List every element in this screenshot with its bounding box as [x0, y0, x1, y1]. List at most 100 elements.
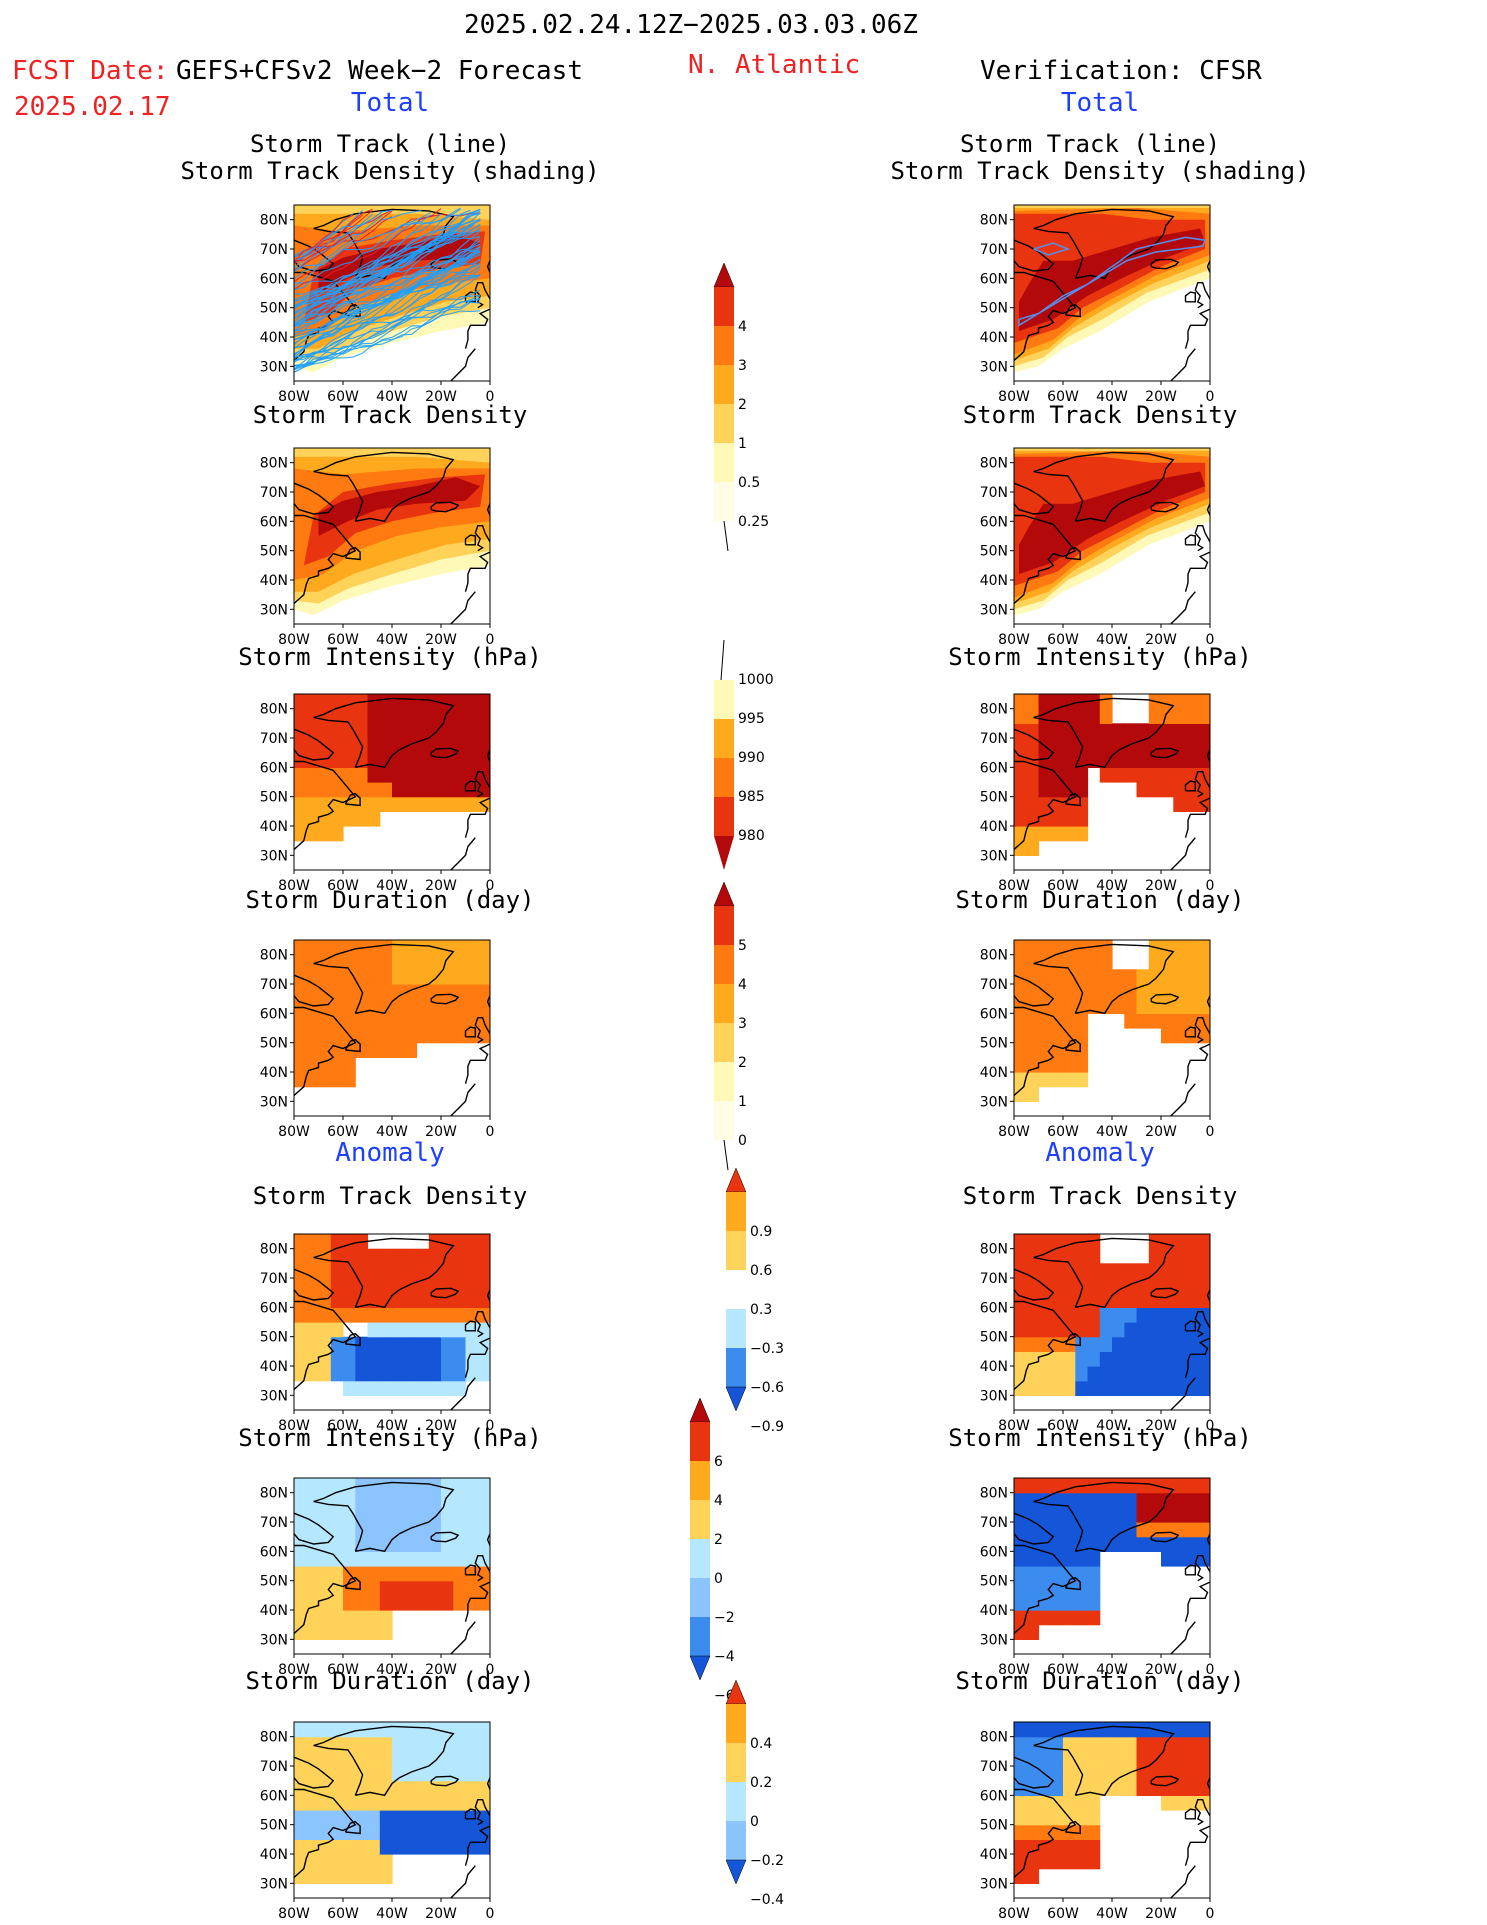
map-panel-3-right-grid-cell — [1185, 969, 1199, 985]
map-panel-5-right-grid-cell — [1099, 1492, 1113, 1508]
map-panel-3-right-coastline — [1014, 1006, 1077, 1097]
map-panel-2-left-grid-cell — [294, 796, 307, 812]
map-panel-5-right-grid-cell — [1063, 1610, 1076, 1626]
map-panel-4-right-grid-cell — [1173, 1351, 1187, 1367]
colorbar-density-total-arrow-top — [713, 262, 735, 288]
map-panel-5-left-grid-cell — [416, 1551, 430, 1567]
map-panel-6-left-grid-cell — [294, 1722, 307, 1738]
map-panel-3-right-coastline — [1033, 943, 1175, 1015]
map-panel-3-right-grid-cell — [1026, 969, 1040, 985]
map-panel-6-left-grid-cell — [306, 1810, 320, 1826]
map-panel-6-left-grid-cell — [330, 1766, 344, 1782]
map-panel-2-right-grid-cell — [1026, 826, 1040, 842]
map-panel-5-left-grid-cell — [404, 1507, 418, 1523]
map-panel-3-left-grid-cell — [477, 998, 490, 1014]
map-panel-6-left-grid-cell — [428, 1810, 442, 1826]
map-panel-4-right-grid-cell — [1050, 1278, 1064, 1294]
map-panel-2-left-grid-cell — [441, 723, 454, 739]
map-panel-4-right-grid-cell — [1038, 1263, 1052, 1279]
map-panel-6-right-grid-cell — [1038, 1839, 1052, 1855]
map-panel-5-right-grid-cell — [1075, 1566, 1089, 1582]
map-panel-3-left-lat-label: 60N — [260, 1006, 288, 1022]
map-panel-0-left-storm-track — [294, 310, 481, 359]
map-panel-6-left-grid-cell — [441, 1766, 454, 1782]
map-panel-4-left-grid-cell — [441, 1322, 454, 1338]
map-panel-3-left-grid-cell — [355, 954, 369, 970]
map-panel-6-left-grid-cell — [416, 1780, 430, 1796]
map-panel-6-right-grid-cell — [1075, 1751, 1089, 1767]
map-panel-4-right-grid-cell — [1112, 1380, 1125, 1396]
map-panel-2-left-grid-cell — [441, 796, 454, 812]
map-panel-0-left-storm-track — [294, 210, 481, 320]
map-panel-6-right-grid-cell — [1063, 1736, 1076, 1752]
map-panel-6-left-grid-cell — [465, 1751, 479, 1767]
map-panel-6-left-grid-cell — [306, 1766, 320, 1782]
map-panel-5-left-grid-cell — [404, 1492, 418, 1508]
map-panel-0-left-coastline — [344, 303, 361, 318]
map-panel-2-right — [1014, 694, 1210, 870]
map-panel-5-right-grid-cell — [1014, 1580, 1027, 1596]
map-panel-2-left-grid-cell — [477, 723, 490, 739]
map-panel-0-right-lat-label: 60N — [980, 271, 1008, 287]
map-panel-2-right-grid-cell — [1099, 767, 1113, 783]
map-panel-5-left-grid-cell — [465, 1536, 479, 1552]
map-panel-2-left-grid-cell — [306, 694, 320, 710]
map-panel-4-right-grid-cell — [1087, 1248, 1101, 1264]
map-panel-6-right-grid-cell — [1063, 1751, 1076, 1767]
panel-title-duration-left: Storm Duration (day) — [245, 886, 535, 914]
map-panel-4-right-grid-cell — [1014, 1351, 1027, 1367]
map-panel-4-left-grid-cell — [318, 1292, 332, 1308]
map-panel-5-left-grid-cell — [416, 1478, 430, 1494]
map-panel-3-right-grid-cell — [1050, 940, 1064, 956]
map-panel-4-left-lat-label: 40N — [260, 1359, 288, 1375]
map-panel-6-left-grid-cell — [318, 1780, 332, 1796]
map-panel-0-left-storm-track — [294, 212, 481, 303]
colorbar-intensity-anom-segment — [690, 1617, 710, 1656]
map-panel-4-left-grid-cell — [306, 1366, 320, 1382]
map-panel-6-left-grid-cell — [477, 1722, 490, 1738]
map-panel-2-left-coastline — [294, 728, 335, 761]
map-panel-4-right-grid-cell — [1026, 1336, 1040, 1352]
map-panel-5-right-grid-cell — [1124, 1478, 1138, 1494]
map-panel-5-left-grid-cell — [465, 1580, 479, 1596]
map-panel-4-right-grid-cell — [1014, 1263, 1027, 1279]
map-panel-3-left-grid-cell — [330, 1028, 344, 1044]
map-panel-4-left-grid-cell — [416, 1366, 430, 1382]
map-panel-2-right-grid-cell — [1014, 811, 1027, 827]
map-panel-2-left-grid-cell — [306, 723, 320, 739]
map-panel-6-left-lat-label: 30N — [260, 1876, 288, 1892]
map-panel-5-left-grid-cell — [416, 1536, 430, 1552]
map-panel-6-left-grid-cell — [428, 1839, 442, 1855]
map-panel-4-right-grid-cell — [1173, 1248, 1187, 1264]
map-panel-1-left-lat-label: 30N — [260, 602, 288, 618]
map-panel-3-right-grid-cell — [1026, 1042, 1040, 1058]
map-panel-6-right-grid-cell — [1148, 1766, 1162, 1782]
map-panel-6-right-grid-cell — [1026, 1868, 1040, 1884]
map-panel-6-left-grid-cell — [465, 1766, 479, 1782]
map-panel-4-right-grid-cell — [1063, 1248, 1076, 1264]
map-panel-2-right-grid-cell — [1026, 840, 1040, 856]
map-panel-6-left-lat-label: 60N — [260, 1788, 288, 1804]
map-panel-3-right-grid-cell — [1124, 984, 1138, 1000]
map-panel-6-left-grid-cell — [379, 1854, 393, 1870]
map-panel-3-right-grid-cell — [1099, 954, 1113, 970]
map-panel-6-left-grid-cell — [392, 1722, 405, 1738]
map-panel-5-right-grid-cell — [1099, 1478, 1113, 1494]
map-panel-5-left-grid-cell — [294, 1478, 307, 1494]
map-panel-4-left-grid-cell — [465, 1366, 479, 1382]
map-panel-2-right-grid-cell — [1075, 752, 1089, 768]
map-panel-3-left-grid-cell — [343, 940, 356, 956]
map-panel-0-left-storm-track — [294, 265, 481, 332]
map-panel-3-right-grid-cell — [1099, 940, 1113, 956]
map-panel-5-left-grid-cell — [379, 1624, 393, 1640]
map-panel-5-right-grid-cell — [1161, 1507, 1174, 1523]
map-panel-6-left-coastline — [294, 1788, 357, 1879]
map-panel-2-right-grid-cell — [1112, 767, 1125, 783]
map-panel-5-left-grid-cell — [355, 1580, 369, 1596]
map-panel-3-left-grid-cell — [343, 998, 356, 1014]
map-panel-6-left-grid-cell — [379, 1722, 393, 1738]
map-panel-2-left-grid-cell — [465, 752, 479, 768]
map-panel-6-right-lat-label: 70N — [980, 1759, 1008, 1775]
map-panel-4-left-grid-cell — [294, 1248, 307, 1264]
colorbar-density-anom-label: 0.6 — [750, 1263, 772, 1279]
